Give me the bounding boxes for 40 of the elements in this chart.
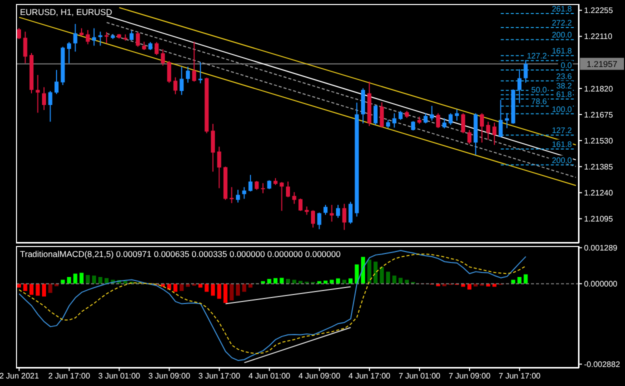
series-label: 272.2 [552, 18, 572, 28]
x-tick-label: 3 Jun 09:00 [148, 372, 191, 381]
series-label: 161.8 [552, 46, 572, 56]
y-tick-label: 1.22255 [584, 6, 614, 16]
x-tick-label: 4 Jun 01:00 [248, 372, 291, 381]
series-label: 78.6 [531, 97, 548, 106]
x-tick-label: 4 Jun 09:00 [298, 372, 341, 381]
series-label: 200.0 [552, 30, 572, 40]
x-tick-label: 2 Jun 2021 [0, 372, 40, 381]
ref-line-label: 1.21957 [586, 58, 618, 69]
y-tick-label: 1.21820 [584, 84, 614, 94]
y-tick-label: 1.21095 [584, 214, 614, 224]
series-label: 127.2 [552, 126, 572, 136]
y-tick-label: 1.21530 [584, 136, 614, 146]
series-label: 50.0 [531, 86, 548, 95]
y-tick-label: 1.21385 [584, 162, 614, 172]
series-label: 38.2 [556, 81, 572, 90]
series-label: 61.8 [556, 90, 572, 100]
x-tick-label: 7 Jun 09:00 [448, 372, 491, 381]
x-tick-label: 7 Jun 17:00 [498, 372, 542, 381]
y-tick-label: -0.002882 [584, 360, 621, 369]
series-label: 0.0 [560, 60, 572, 70]
x-tick-label: 4 Jun 17:00 [348, 372, 391, 381]
y-tick-label: 1.21675 [584, 110, 614, 120]
y-tick-label: 0.000000 [584, 280, 618, 289]
chart-title: TraditionalMACD(8,21,5) 0.000971 0.000635 0.000335 0.000000 0.000000 0.000000 [20, 249, 341, 259]
x-tick-label: 3 Jun 01:00 [98, 372, 141, 381]
series-label: 161.8 [552, 140, 572, 150]
x-tick-label: 3 Jun 17:00 [198, 372, 241, 381]
series-label: 23.6 [556, 72, 572, 81]
x-tick-label: 2 Jun 17:00 [48, 372, 91, 381]
series-label: 100.0 [552, 104, 572, 114]
y-tick-label: 1.22110 [584, 32, 613, 42]
chart-title: EURUSD, H1, EURUSD [20, 7, 112, 17]
x-tick-label: 7 Jun 01:00 [398, 372, 441, 381]
series-label: 200.0 [552, 156, 572, 165]
y-tick-label: 0.001289 [584, 244, 618, 253]
y-tick-label: 1.21240 [584, 188, 614, 198]
series-label: 127.2 [526, 52, 548, 61]
series-label: 261.8 [552, 4, 572, 14]
